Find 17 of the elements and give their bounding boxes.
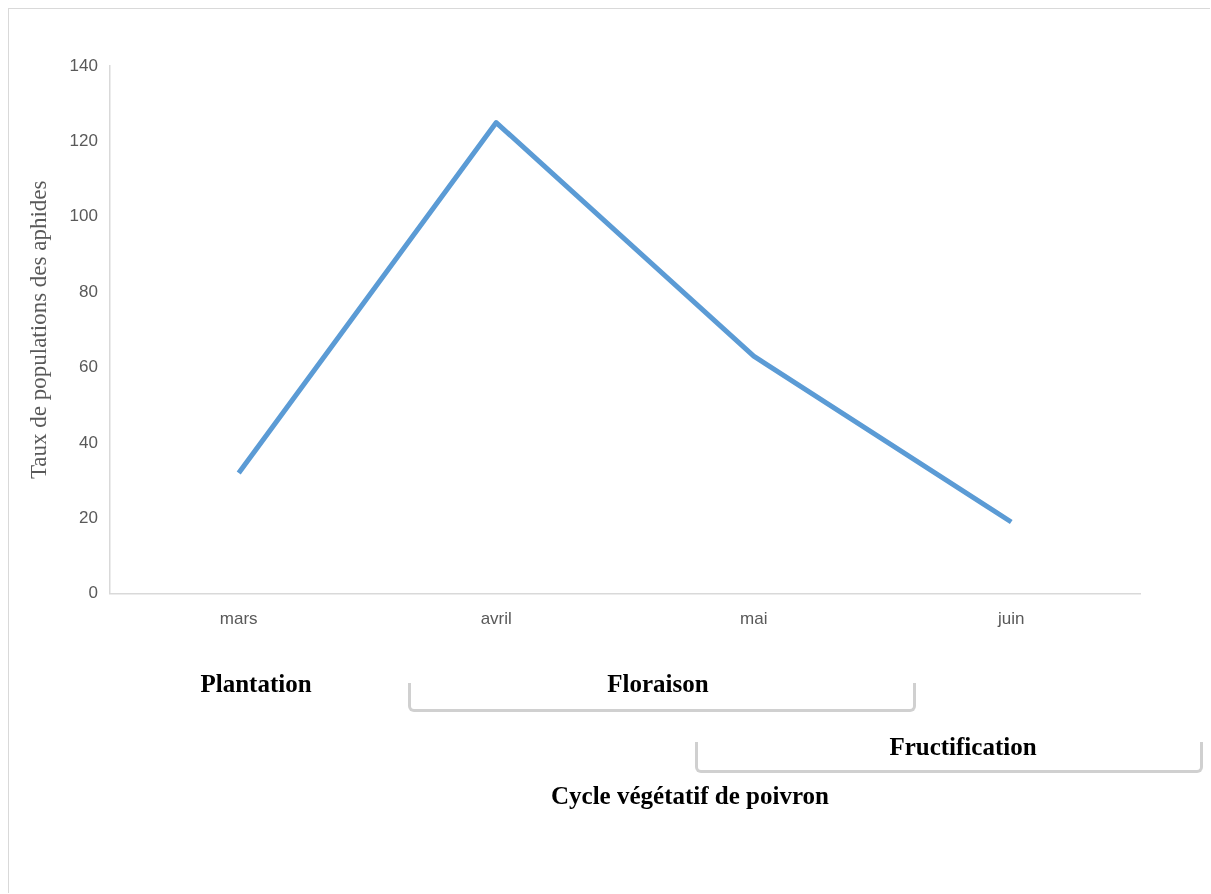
y-tick-label: 140 (69, 55, 98, 75)
text: Fructification (889, 733, 1037, 761)
x-tick-label: juin (997, 609, 1025, 629)
y-axis-title: Taux de populations des aphides (25, 180, 51, 480)
y-tick-label: 40 (79, 432, 98, 452)
y-tick-label: 100 (69, 206, 98, 226)
y-tick-label: 80 (79, 281, 98, 301)
y-tick-label: 120 (69, 131, 98, 151)
text: Cycle végétatif de poivron (551, 782, 829, 810)
text: Plantation (200, 670, 312, 698)
text: Floraison (607, 670, 709, 698)
x-tick-label: mars (219, 609, 258, 629)
x-tick-label: mai (740, 609, 768, 629)
y-tick-label: 20 (79, 507, 98, 527)
y-tick-label: 60 (79, 357, 98, 377)
x-tick-label: avril (480, 609, 512, 629)
y-tick-label: 0 (88, 583, 98, 603)
